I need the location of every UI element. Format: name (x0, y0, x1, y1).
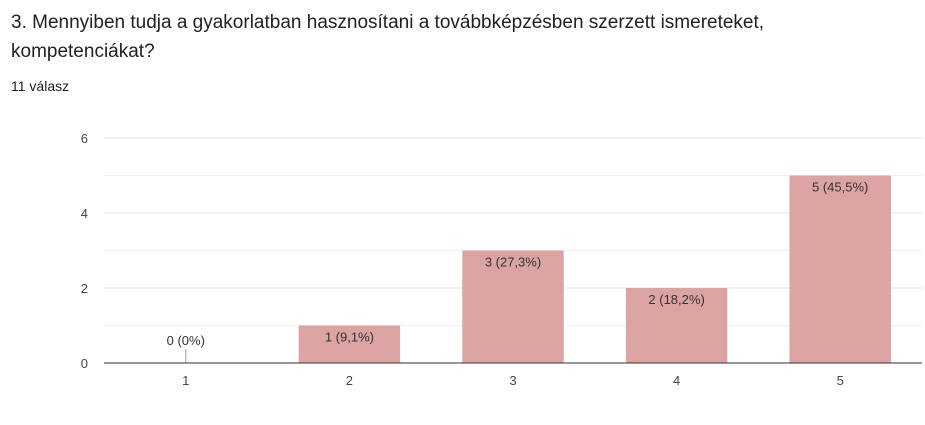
data-label-4: 2 (18,2%) (648, 292, 704, 307)
bar-5[interactable] (789, 175, 891, 364)
x-tick-label: 3 (509, 373, 516, 388)
data-label-5: 5 (45,5%) (812, 180, 868, 195)
y-tick-label: 6 (81, 131, 88, 146)
question-title: 3. Mennyiben tudja a gyakorlatban haszno… (11, 12, 765, 62)
x-tick-label: 2 (346, 373, 353, 388)
x-tick-label: 5 (837, 373, 844, 388)
data-label-2: 1 (9,1%) (325, 330, 374, 345)
y-tick-label: 4 (81, 206, 88, 221)
bar-3[interactable] (462, 250, 564, 364)
labels: 0 2 4 6 0 (0%) 1 1 (9,1%) 2 3 (27,3%) 3 2 (18,2%) 4… (81, 131, 869, 388)
x-tick-label: 4 (673, 373, 680, 388)
data-label-1: 0 (0%) (167, 333, 205, 348)
bar-4[interactable] (625, 288, 728, 363)
bar-2[interactable] (298, 325, 401, 364)
y-tick-label: 0 (81, 356, 88, 371)
x-tick-label: 1 (182, 373, 189, 388)
response-count: 11 válasz (11, 78, 70, 94)
y-tick-label: 2 (81, 281, 88, 296)
data-label-3: 3 (27,3%) (485, 255, 541, 270)
bars (185, 175, 891, 364)
